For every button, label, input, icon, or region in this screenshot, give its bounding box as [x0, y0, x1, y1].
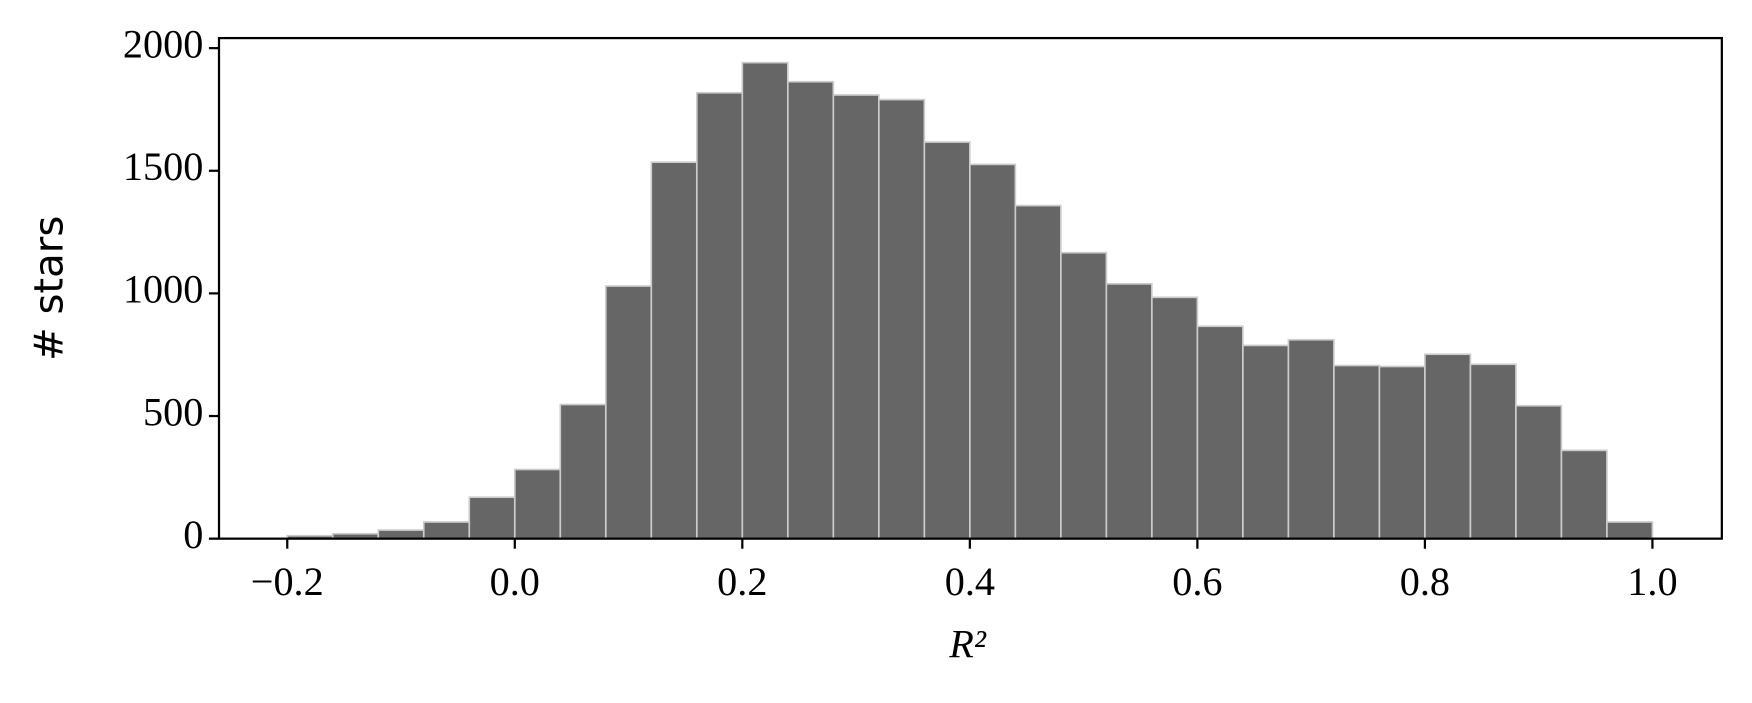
bar	[377, 529, 425, 540]
bar	[1196, 325, 1244, 540]
bar	[1151, 296, 1199, 540]
bar	[1515, 404, 1563, 540]
bar	[1014, 204, 1062, 540]
bar	[695, 91, 744, 540]
bar	[1606, 521, 1654, 540]
bar	[786, 80, 835, 540]
bar	[422, 521, 471, 540]
plot-frame	[217, 36, 1723, 540]
x-tick-label: 1.0	[1627, 559, 1677, 604]
bar	[1060, 251, 1108, 540]
bar	[1424, 353, 1472, 540]
bar	[468, 496, 516, 540]
x-tick-label: 0.6	[1172, 559, 1222, 604]
bar	[1105, 282, 1153, 540]
bar	[1378, 365, 1426, 540]
y-tick-label: 1500	[123, 144, 203, 189]
bar	[877, 98, 926, 540]
x-tick-label: 0.8	[1400, 559, 1450, 604]
x-axis-label: R²	[948, 621, 987, 666]
bar	[1560, 449, 1608, 540]
y-tick-label: 0	[183, 512, 203, 557]
x-tick-label: 0.4	[945, 559, 995, 604]
bar	[832, 94, 880, 540]
bar	[1287, 338, 1335, 540]
y-axis-label: # stars	[26, 216, 72, 361]
x-tick-label: 0.2	[717, 559, 767, 604]
bar	[923, 141, 971, 540]
bar	[1333, 364, 1381, 540]
bar	[559, 403, 607, 540]
bar	[741, 61, 789, 540]
bar	[969, 163, 1017, 540]
bar	[513, 468, 562, 540]
x-tick-label: 0.0	[490, 559, 540, 604]
bar	[650, 161, 698, 540]
bar	[604, 285, 653, 540]
y-tick-label: 1000	[123, 267, 203, 312]
bar	[1242, 344, 1290, 540]
y-tick-label: 500	[143, 389, 203, 434]
y-tick-label: 2000	[123, 21, 203, 66]
x-tick-label: −0.2	[251, 559, 324, 604]
bar	[1469, 363, 1517, 540]
